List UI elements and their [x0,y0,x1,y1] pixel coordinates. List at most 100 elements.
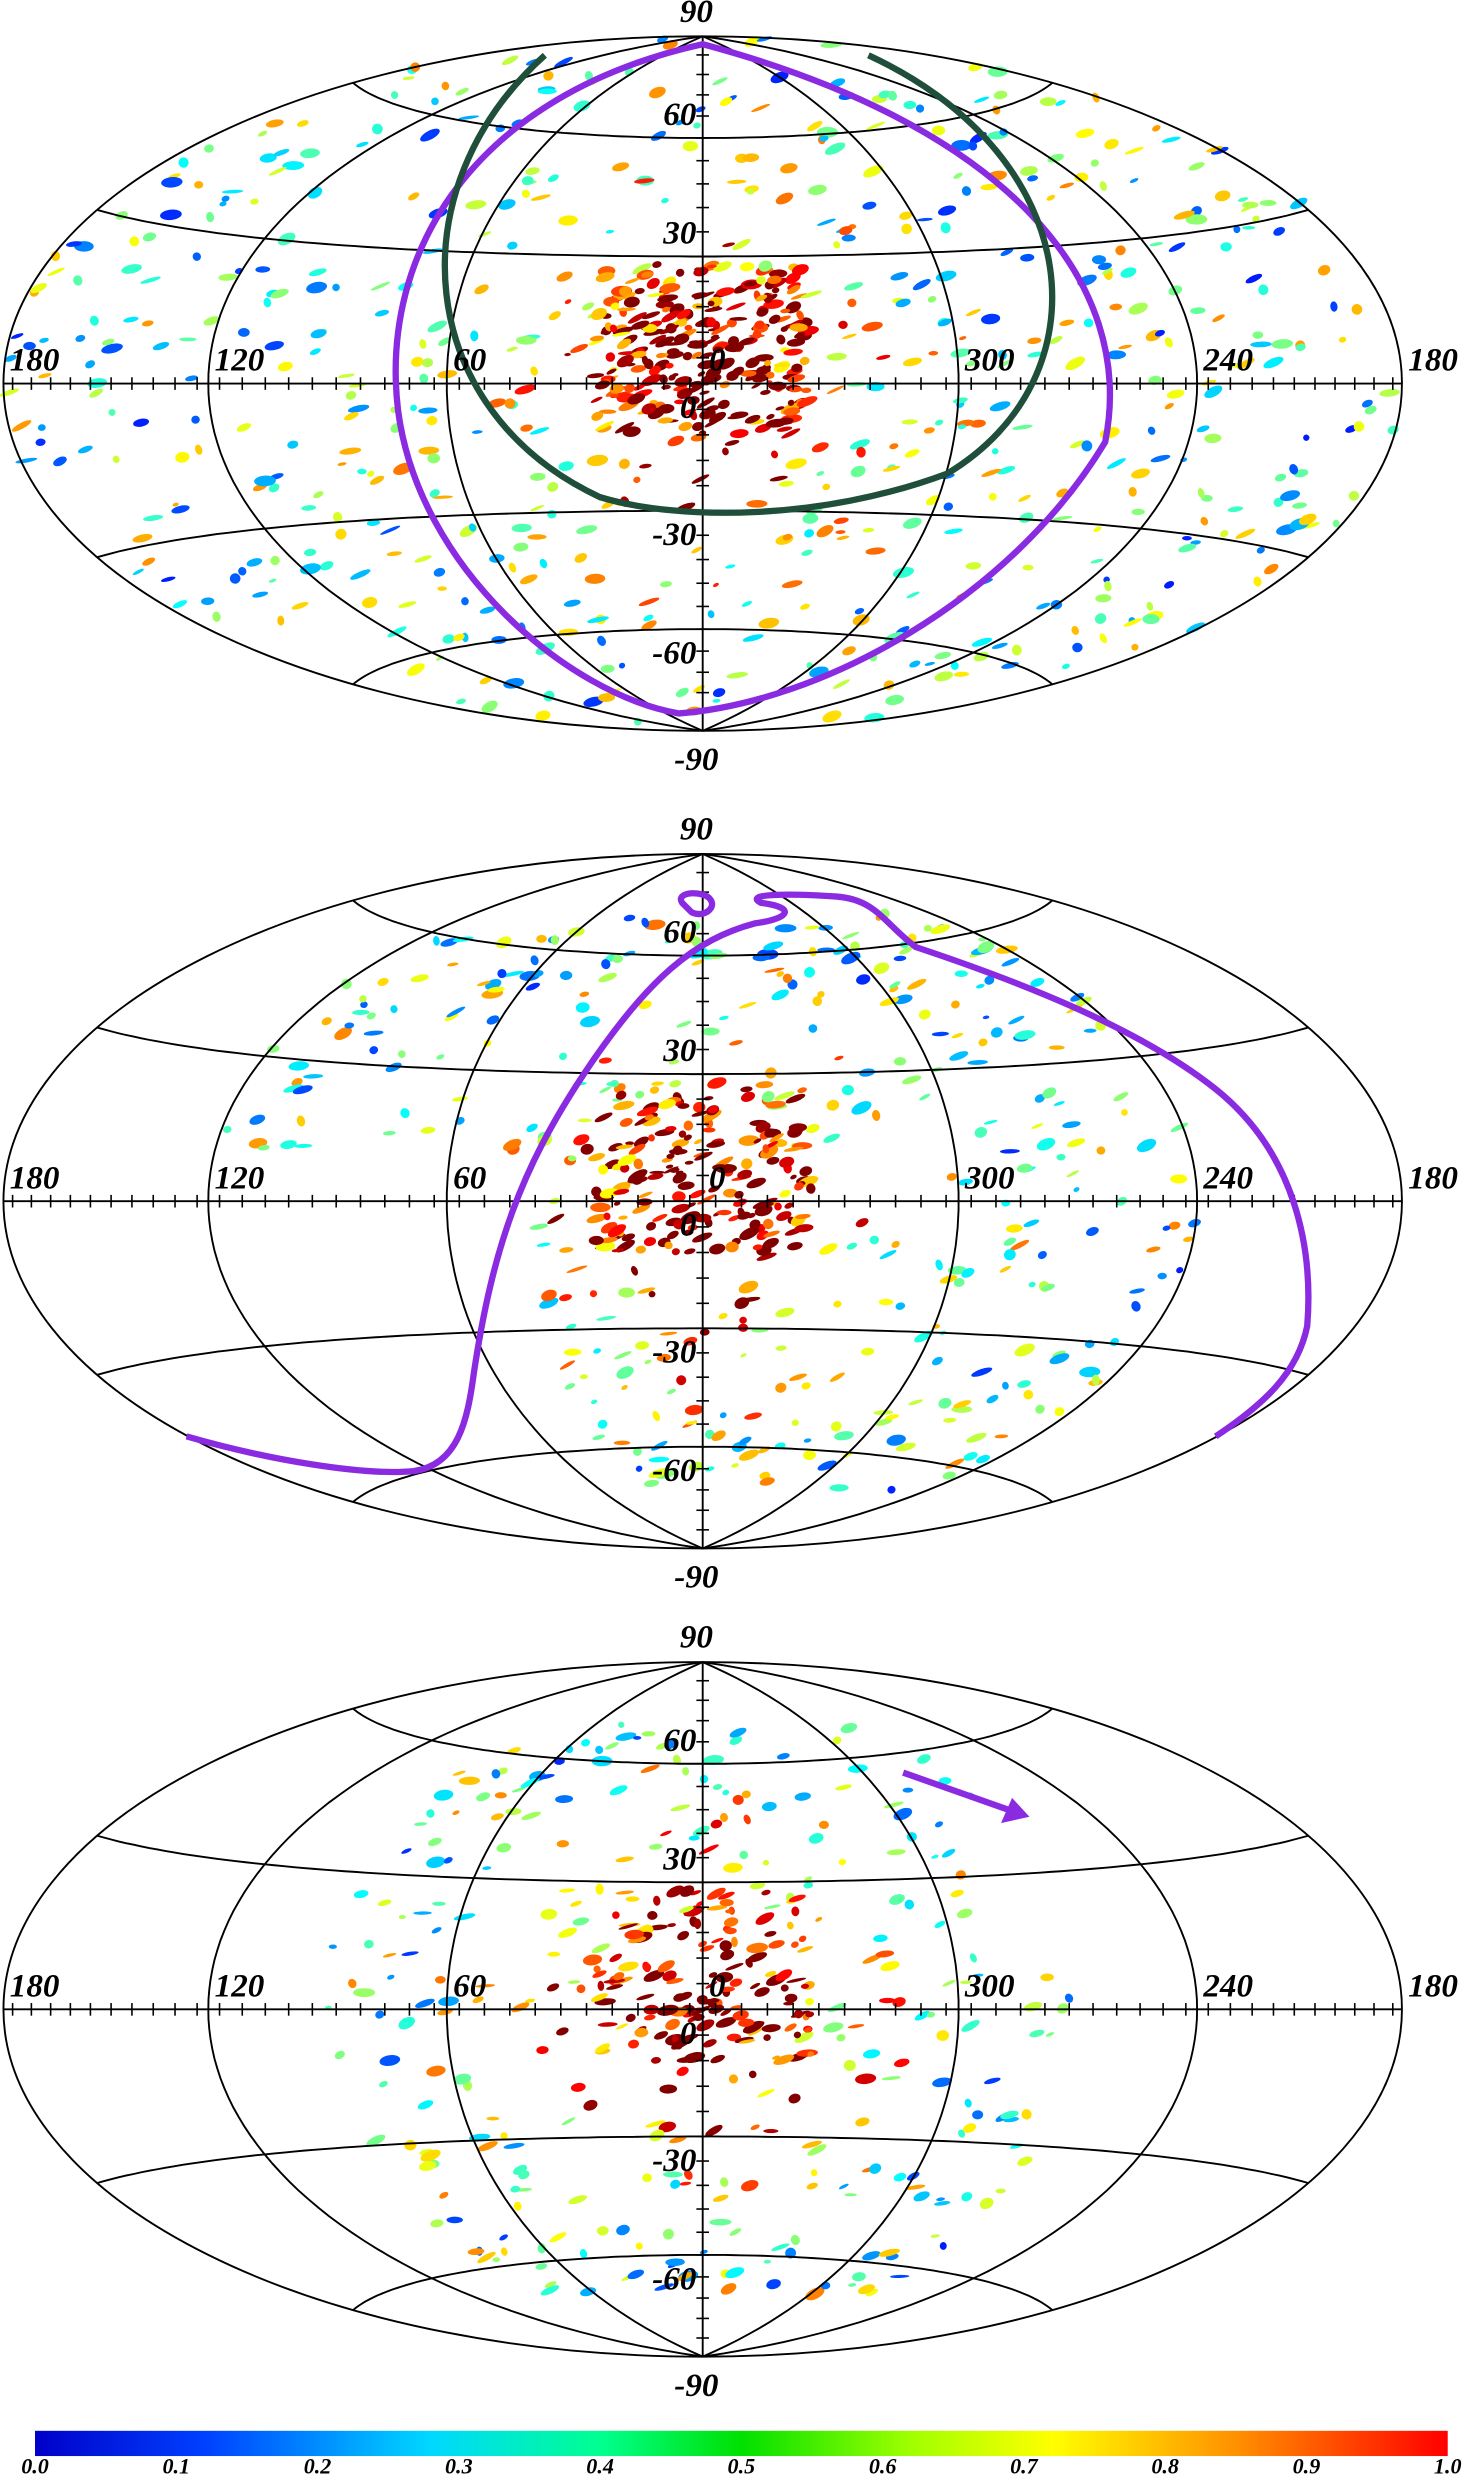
pixel-patch [1183,1236,1194,1242]
pixel-patch [943,502,953,511]
pixel-patch [1292,502,1307,509]
pixel-patch [764,1904,781,1909]
pixel-patch [812,996,823,1007]
pixel-patch [229,573,241,584]
longitude-label: 120 [215,342,265,379]
pixel-patch [593,1348,601,1354]
pixel-patch [584,71,593,81]
pixel-patch [1034,1094,1045,1103]
pixel-patch [696,2019,715,2032]
pixel-patch [476,1792,491,1802]
pixel-patch [664,940,671,944]
pixel-patch [959,336,967,341]
pixel-patch [432,495,453,499]
pixel-patch [832,679,850,689]
pixel-patch [212,611,221,622]
pixel-patch [518,2170,530,2180]
pixel-patch [352,1009,370,1015]
pixel-patch [426,1809,435,1818]
pixel-patch [633,1158,644,1170]
pixel-patch [1201,494,1213,502]
pixel-patch [873,962,890,974]
pixel-patch [707,1077,727,1089]
pixel-patch [270,288,289,299]
pixel-patch [1245,273,1263,284]
pixel-patch [683,2169,693,2180]
pixel-patch [607,1224,627,1238]
latitude-label: 0 [680,1207,697,1244]
pixel-patch [1012,424,1033,430]
pixel-patch [1091,1374,1100,1386]
latitude-label: 0 [680,2015,697,2052]
pixel-patch [789,323,808,332]
pixel-patch [583,2099,598,2111]
pixel-patch [782,533,793,541]
pixel-patch [1039,97,1057,107]
pixel-patch [611,331,631,337]
pixel-patch [1002,1381,1009,1390]
pixel-patch [641,271,653,278]
pixel-patch [763,2259,772,2264]
pixel-patch [504,398,516,409]
pixel-patch [1003,1249,1016,1261]
pixel-patch [673,385,688,392]
pixel-patch [772,2055,780,2060]
pixel-patch [687,396,700,405]
pixel-patch [379,2054,401,2067]
pixel-patch [712,698,721,703]
pixel-patch [786,1977,807,1983]
pixel-patch [1017,2156,1033,2166]
pixel-patch [642,311,661,320]
pixel-patch [529,1223,549,1230]
pixel-patch [1096,1146,1106,1155]
pixel-patch [603,1212,611,1221]
pixel-patch [141,320,154,327]
pixel-patch [1011,644,1022,656]
pixel-patch [661,310,681,323]
pixel-patch [991,448,999,455]
pixel-patch [304,548,317,557]
pixel-patch [1273,227,1285,236]
pixel-patch [643,1969,665,1982]
pixel-patch [437,2008,453,2016]
pixel-patch [635,1090,645,1099]
pixel-patch [599,1188,619,1199]
pixel-patch [836,535,850,540]
colorbar-label: 0.0 [21,2454,49,2475]
pixel-patch [360,1001,368,1009]
pixel-patch [296,1115,306,1127]
pixel-patch [961,2019,980,2032]
pixel-patch [632,263,652,275]
pixel-patch [738,2018,755,2027]
pixel-patch [1090,159,1099,167]
pixel-patch [934,671,953,682]
pixel-patch [179,337,197,342]
pixel-patch [770,277,787,289]
pixel-patch [1271,339,1294,349]
pixel-patch [556,1840,569,1848]
pixel-patch [591,1186,602,1197]
pixel-patch [835,1784,852,1791]
pixel-patch [719,1412,727,1419]
pixel-patch [724,343,745,353]
pixel-patch [649,399,658,404]
pixel-patch [1121,1109,1128,1116]
pixel-patch [201,597,215,606]
pixel-patch [1070,992,1085,1002]
pixel-patch [1045,2032,1055,2037]
pixel-patch [453,2073,472,2085]
pixel-patch [872,1109,881,1121]
pixel-patch [840,1723,858,1734]
pixel-patch [615,1090,627,1100]
pixel-patch [675,687,689,698]
pixel-patch [663,2171,683,2178]
pixel-patch [879,997,899,1007]
pixel-patch [834,1431,854,1441]
longitude-label: 0 [709,1967,726,2004]
pixel-patch [762,1859,770,1866]
pixel-patch [1042,1087,1057,1099]
pixel-patch [359,995,367,1003]
pixel-patch [1104,580,1112,592]
pixel-patch [486,1015,500,1025]
longitude-label: 60 [453,342,486,379]
